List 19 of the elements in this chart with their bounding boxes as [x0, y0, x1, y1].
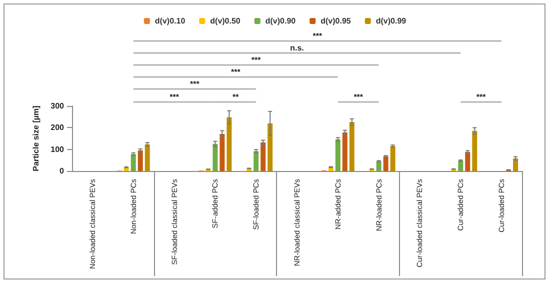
- text: **: [232, 92, 240, 102]
- y-tick-label: 100: [50, 144, 65, 154]
- legend-label: d(v)0.10: [154, 16, 186, 26]
- text: ***: [476, 92, 487, 102]
- text: n.s.: [290, 44, 304, 52]
- legend-label: d(v)0.99: [376, 16, 407, 26]
- y-tick-label: 300: [50, 102, 65, 110]
- text: ***: [190, 80, 200, 88]
- legend-label: d(v)0.90: [265, 16, 296, 26]
- y-tick-label: 200: [50, 123, 65, 132]
- text: ***: [312, 32, 324, 40]
- legend-label: d(v)0.95: [320, 16, 352, 26]
- y-tick-label: 0: [60, 166, 65, 176]
- text: ***: [230, 68, 242, 76]
- y-axis-title: Particle size [µm]: [31, 105, 40, 172]
- text: ***: [354, 92, 364, 102]
- text: ***: [170, 92, 180, 102]
- legend-label: d(v)0.50: [210, 16, 241, 26]
- text: ***: [251, 56, 262, 64]
